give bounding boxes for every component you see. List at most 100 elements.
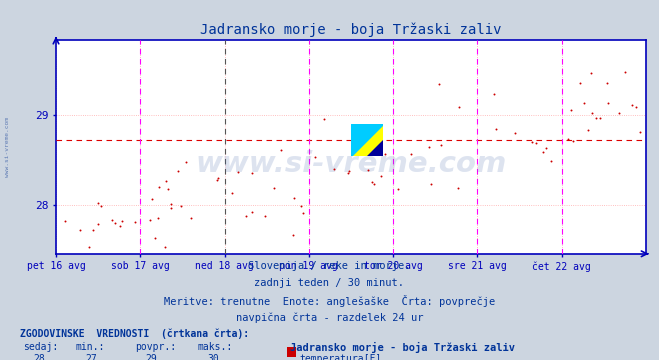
Text: povpr.:: povpr.: bbox=[135, 342, 176, 352]
Point bbox=[565, 107, 576, 113]
Point bbox=[93, 200, 103, 206]
Point bbox=[344, 168, 355, 174]
Text: temperatura[F]: temperatura[F] bbox=[300, 354, 382, 360]
Point bbox=[574, 80, 585, 86]
Point bbox=[259, 213, 270, 219]
Point bbox=[241, 213, 252, 219]
Text: 30: 30 bbox=[208, 354, 219, 360]
Point bbox=[275, 147, 286, 152]
Point bbox=[358, 147, 368, 153]
Point bbox=[424, 144, 434, 150]
Point bbox=[296, 203, 306, 209]
Text: www.si-vreme.com: www.si-vreme.com bbox=[5, 117, 11, 177]
Point bbox=[310, 154, 321, 159]
Point bbox=[590, 115, 601, 121]
Text: maks.:: maks.: bbox=[198, 342, 233, 352]
Polygon shape bbox=[351, 125, 382, 156]
Point bbox=[546, 158, 556, 164]
Point bbox=[602, 80, 613, 86]
Polygon shape bbox=[351, 125, 382, 156]
Point bbox=[369, 132, 380, 138]
Point bbox=[75, 227, 86, 233]
Point bbox=[531, 140, 542, 146]
Point bbox=[173, 168, 184, 174]
Point bbox=[541, 145, 552, 150]
Point bbox=[393, 186, 403, 192]
Point bbox=[166, 204, 177, 210]
Point bbox=[375, 151, 386, 157]
Point bbox=[587, 110, 598, 116]
Point bbox=[586, 70, 596, 76]
Point bbox=[117, 218, 127, 224]
Point bbox=[594, 115, 605, 121]
Point bbox=[583, 127, 594, 133]
Point bbox=[60, 218, 71, 224]
Point bbox=[635, 130, 646, 135]
Text: Slovenija / reke in morje.: Slovenija / reke in morje. bbox=[248, 261, 411, 271]
Point bbox=[130, 219, 140, 225]
Point bbox=[84, 244, 94, 250]
Point bbox=[297, 210, 308, 216]
Point bbox=[406, 151, 416, 157]
Point bbox=[453, 185, 463, 191]
Point bbox=[436, 142, 447, 148]
Point bbox=[246, 170, 257, 176]
Point bbox=[630, 104, 641, 109]
Point bbox=[626, 102, 637, 108]
Point bbox=[146, 197, 157, 202]
Text: 28: 28 bbox=[33, 354, 45, 360]
Point bbox=[154, 184, 164, 190]
Point bbox=[107, 217, 117, 223]
Point bbox=[362, 167, 373, 173]
Point bbox=[152, 215, 163, 221]
Point bbox=[212, 177, 223, 183]
Point bbox=[186, 215, 196, 221]
Point bbox=[227, 190, 237, 195]
Point bbox=[165, 201, 176, 207]
Point bbox=[145, 217, 156, 223]
Point bbox=[579, 100, 589, 106]
Point bbox=[380, 151, 390, 157]
Point bbox=[110, 220, 121, 226]
Text: Jadransko morje - boja Tržaski zaliv: Jadransko morje - boja Tržaski zaliv bbox=[290, 342, 515, 353]
Point bbox=[434, 81, 444, 87]
Point bbox=[602, 100, 613, 105]
Point bbox=[343, 171, 353, 176]
Point bbox=[246, 209, 257, 215]
Point bbox=[454, 104, 465, 109]
Point bbox=[160, 244, 171, 250]
Point bbox=[288, 232, 299, 238]
Text: zadnji teden / 30 minut.: zadnji teden / 30 minut. bbox=[254, 278, 405, 288]
Text: min.:: min.: bbox=[76, 342, 105, 352]
Title: Jadransko morje - boja Tržaski zaliv: Jadransko morje - boja Tržaski zaliv bbox=[200, 23, 501, 37]
Point bbox=[268, 185, 279, 191]
Text: ZGODOVINSKE  VREDNOSTI  (črtkana črta):: ZGODOVINSKE VREDNOSTI (črtkana črta): bbox=[20, 328, 249, 339]
Point bbox=[359, 137, 370, 143]
Polygon shape bbox=[366, 140, 382, 156]
Text: Meritve: trenutne  Enote: anglešaške  Črta: povprečje: Meritve: trenutne Enote: anglešaške Črta… bbox=[164, 295, 495, 307]
Bar bbox=[287, 347, 296, 357]
Point bbox=[163, 186, 173, 192]
Text: sedaj:: sedaj: bbox=[23, 342, 58, 352]
Point bbox=[160, 178, 171, 184]
Text: www.si-vreme.com: www.si-vreme.com bbox=[195, 150, 507, 178]
Point bbox=[212, 175, 223, 181]
Point bbox=[538, 149, 548, 155]
Point bbox=[491, 126, 501, 132]
Point bbox=[488, 91, 499, 97]
Point bbox=[527, 139, 538, 145]
Point bbox=[93, 221, 103, 227]
Point bbox=[96, 203, 106, 209]
Point bbox=[619, 69, 630, 75]
Point bbox=[568, 138, 579, 143]
Point bbox=[509, 130, 520, 136]
Text: navpična črta - razdelek 24 ur: navpična črta - razdelek 24 ur bbox=[236, 312, 423, 323]
Point bbox=[328, 166, 339, 172]
Point bbox=[368, 181, 379, 187]
Point bbox=[563, 136, 573, 142]
Point bbox=[176, 203, 186, 208]
Text: 27: 27 bbox=[86, 354, 98, 360]
Point bbox=[115, 223, 125, 229]
Point bbox=[614, 110, 624, 116]
Point bbox=[288, 195, 299, 201]
